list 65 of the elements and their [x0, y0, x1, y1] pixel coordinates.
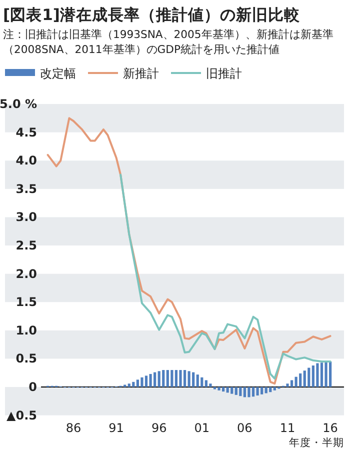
bar: [132, 382, 135, 387]
bar: [222, 387, 225, 392]
x-tick-label: 86: [66, 421, 82, 435]
bar: [140, 377, 144, 387]
y-tick-label: 1.0: [16, 323, 37, 338]
bar: [170, 370, 174, 387]
bar: [269, 387, 272, 392]
bar: [149, 374, 152, 387]
bar: [290, 380, 294, 387]
y-tick-label: 4.0: [16, 154, 37, 168]
bar: [256, 387, 259, 396]
y-tick-label: 2.5: [16, 238, 37, 252]
bar: [183, 370, 186, 387]
legend-label: 新推計: [123, 66, 159, 80]
bar: [239, 387, 242, 396]
y-tick-label: 1.5: [16, 295, 37, 310]
bar: [226, 387, 229, 393]
line-series: [46, 117, 332, 385]
bar: [144, 376, 148, 387]
y-tick-label: 4.5: [16, 125, 37, 140]
bar: [303, 370, 306, 387]
bar: [128, 384, 130, 387]
bar: [308, 368, 310, 387]
x-tick-label: 91: [108, 421, 124, 435]
bar: [234, 387, 238, 395]
bar: [324, 362, 328, 387]
title: [図表1]潜在成長率（推計値）の新旧比較: [3, 6, 300, 24]
bar: [200, 377, 204, 387]
x-tick-label: 06: [237, 421, 252, 435]
bar: [192, 372, 195, 387]
bar: [218, 387, 220, 390]
bar: [158, 371, 160, 387]
y-tick-label: 2.0: [16, 266, 37, 281]
legend-label: 改定幅: [40, 66, 76, 80]
bar: [252, 387, 255, 397]
y-tick-label: ▲0.5: [6, 408, 37, 422]
x-tick-label: 11: [280, 421, 296, 435]
bar: [273, 387, 276, 390]
x-tick-label: 16: [322, 421, 338, 435]
bar: [248, 387, 250, 398]
x-tick-label: 01: [194, 421, 210, 435]
y-tick-label: 3.5: [16, 182, 37, 196]
x-axis-title: 年度・半期: [289, 436, 344, 449]
y-tick-label: 5.0 %: [0, 97, 37, 111]
legend-label: 旧推計: [206, 66, 242, 80]
bar: [286, 384, 289, 387]
bar: [209, 384, 212, 387]
line-series: [120, 174, 332, 380]
x-tick-label: 96: [151, 421, 167, 435]
bar: [188, 371, 190, 387]
bar: [162, 370, 165, 387]
bar: [230, 387, 234, 394]
bar: [264, 387, 268, 394]
bar: [174, 370, 178, 387]
subtitle: 注：旧推計は旧基準（1993SNA、2005年基準）、新推計は新基準（2008SNA、2011年基準）のGDP統計を用いた推計値: [3, 28, 334, 56]
bar: [316, 363, 319, 387]
bar: [299, 373, 302, 387]
bar: [179, 370, 182, 387]
bar: [196, 374, 199, 387]
y-tick-label: 3.0: [16, 210, 37, 224]
y-tick-label: 0: [28, 380, 37, 394]
y-tick-label: 0.5: [16, 352, 37, 366]
bar: [320, 362, 324, 387]
bar: [294, 376, 298, 387]
bar: [166, 370, 169, 387]
